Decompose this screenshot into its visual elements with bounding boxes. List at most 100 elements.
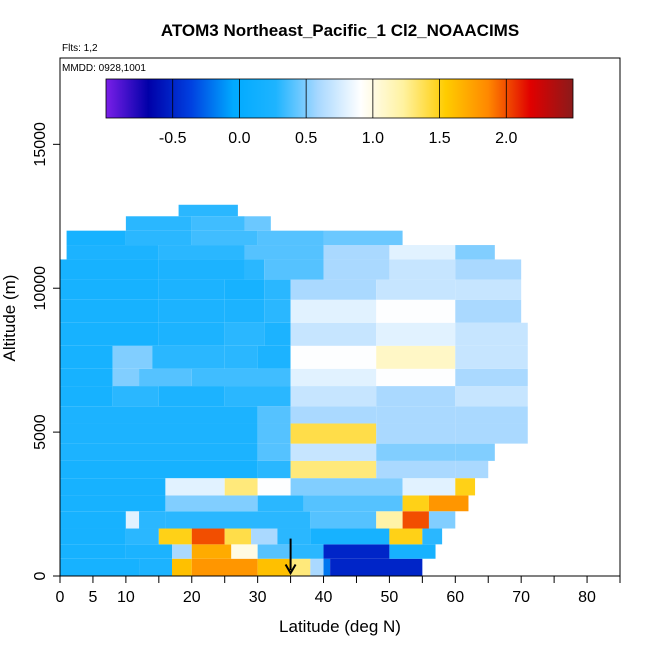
heatmap-cell xyxy=(323,558,331,576)
y-axis: 0 5000 10000 15000 xyxy=(32,122,60,580)
heatmap-cell xyxy=(224,345,258,369)
heatmap-cell xyxy=(402,495,429,512)
heatmap-cell xyxy=(290,558,311,576)
heatmap-cell xyxy=(402,511,429,529)
heatmap-cell xyxy=(224,386,291,407)
heatmap-cell xyxy=(428,511,456,529)
heatmap-cell xyxy=(455,460,489,479)
heatmap-cell xyxy=(264,259,324,280)
heatmap-cell xyxy=(165,495,258,512)
heatmap-cell xyxy=(60,345,113,369)
heatmap-cell xyxy=(139,368,192,387)
heatmap-cell xyxy=(455,478,476,496)
heatmap-cell xyxy=(158,279,225,300)
y-tick-label: 15000 xyxy=(32,122,49,167)
heatmap-cell xyxy=(376,511,403,529)
heatmap-cell xyxy=(290,322,377,346)
heatmap-cell xyxy=(191,216,245,231)
heatmap-cell xyxy=(290,368,377,387)
heatmap-cell xyxy=(60,259,159,280)
heatmap-cell xyxy=(60,406,258,424)
heatmap-cell xyxy=(376,406,456,424)
heatmap-cell xyxy=(172,558,192,576)
heatmap-cell xyxy=(257,478,291,496)
heatmap-cell xyxy=(66,230,126,246)
heatmap-cell xyxy=(290,345,377,369)
heatmap-cell xyxy=(224,279,265,300)
heatmap-cell xyxy=(323,544,390,559)
heatmap-cell xyxy=(455,245,495,260)
heatmap-cell xyxy=(66,245,159,260)
heatmap-cell xyxy=(455,279,522,300)
x-tick-label: 40 xyxy=(315,589,333,606)
heatmap-cell xyxy=(191,230,258,246)
heatmap-cell xyxy=(244,216,271,231)
heatmap-cell xyxy=(224,322,265,346)
x-axis-label: Latitude (deg N) xyxy=(279,617,401,636)
heatmap-cell xyxy=(376,386,456,407)
heatmap-cell xyxy=(191,544,232,559)
x-tick-label: 50 xyxy=(381,589,399,606)
heatmap-cell xyxy=(376,322,456,346)
colorbar-tick-label: 1.5 xyxy=(428,130,450,147)
x-tick-label: 20 xyxy=(183,589,201,606)
heatmap-cell xyxy=(191,558,258,576)
heatmap-cell xyxy=(178,204,238,217)
heatmap-cell xyxy=(60,299,159,323)
heatmap-cell xyxy=(112,386,159,407)
heatmap-cell xyxy=(60,478,166,496)
plot-frame xyxy=(59,57,621,577)
heatmap-cell xyxy=(60,443,258,461)
heatmap-cell xyxy=(310,558,324,576)
heatmap-cell xyxy=(290,423,377,444)
y-tick-label: 0 xyxy=(32,571,49,580)
heatmap-cell xyxy=(112,368,140,387)
heatmap-cell xyxy=(60,368,113,387)
heatmap-cell xyxy=(389,544,436,559)
chart-title: ATOM3 Northeast_Pacific_1 Cl2_NOAACIMS xyxy=(161,21,519,40)
y-tick-label: 5000 xyxy=(32,414,49,450)
heatmap-cell xyxy=(402,478,456,496)
heatmap-cell xyxy=(455,406,528,424)
colorbar-tick-label: 0.5 xyxy=(295,130,317,147)
heatmap-cell xyxy=(264,322,291,346)
heatmap-cell xyxy=(112,345,153,369)
heatmap-cell xyxy=(158,299,225,323)
heatmap-cell xyxy=(376,279,456,300)
heatmap-cell xyxy=(60,279,159,300)
heatmap-cell xyxy=(323,230,403,246)
heatmap-cell xyxy=(422,528,443,545)
heatmap-cell xyxy=(277,528,311,545)
heatmap-cell xyxy=(244,259,265,280)
colorbar: -0.5 0.0 0.5 1.0 1.5 2.0 xyxy=(105,78,574,147)
heatmap-cell xyxy=(290,460,377,479)
heatmap-cell xyxy=(376,345,456,369)
heatmap-cell xyxy=(60,460,258,479)
marker-head xyxy=(284,563,297,576)
heatmap-cell xyxy=(257,406,291,424)
y-tick-label: 10000 xyxy=(32,266,49,311)
x-tick-label: 10 xyxy=(117,589,135,606)
heatmap-cell xyxy=(60,511,126,529)
flights-label: Flts: 1,2 xyxy=(62,43,98,54)
colorbar-tick-label: -0.5 xyxy=(159,130,187,147)
heatmap-cell xyxy=(125,216,192,231)
heatmap-cell xyxy=(290,478,403,496)
colorbar-tick-label: 2.0 xyxy=(495,130,517,147)
heatmap-cell xyxy=(376,299,456,323)
heatmap-cell xyxy=(257,230,324,246)
heatmap-cell xyxy=(455,345,528,369)
heatmap-cell xyxy=(139,558,172,576)
colorbar-tick-label: 0.0 xyxy=(228,130,250,147)
heatmap-cell xyxy=(224,528,252,545)
heatmap-cell xyxy=(60,544,126,559)
heatmap-cell xyxy=(60,322,159,346)
x-tick-label: 60 xyxy=(446,589,464,606)
heatmap-cell xyxy=(224,299,265,323)
heatmap-cell xyxy=(310,528,390,545)
heatmap-cell xyxy=(158,386,225,407)
heatmap-cell xyxy=(60,528,126,545)
heatmap-cell xyxy=(158,322,225,346)
colorbar-tick-label: 1.0 xyxy=(362,130,384,147)
heatmap-bands xyxy=(60,204,528,576)
